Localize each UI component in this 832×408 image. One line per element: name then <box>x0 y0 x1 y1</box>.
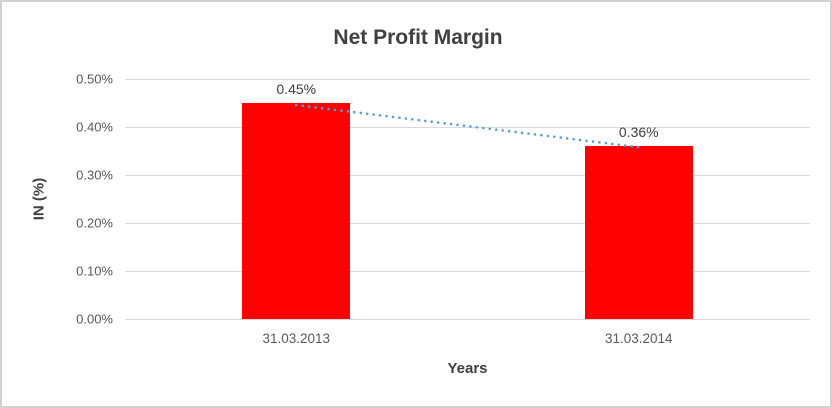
y-axis-tick-label: 0.10% <box>76 263 113 279</box>
gridline <box>125 319 810 320</box>
x-axis-title: Years <box>447 360 488 377</box>
gridline <box>125 127 810 128</box>
y-axis-tick-label: 0.00% <box>76 311 113 327</box>
y-axis-tick-label: 0.40% <box>76 119 113 135</box>
y-axis-tick-label: 0.30% <box>76 167 113 183</box>
chart-title: Net Profit Margin <box>333 26 503 49</box>
bar-data-label: 0.45% <box>276 81 317 97</box>
y-axis-tick-label: 0.20% <box>76 215 113 231</box>
bar <box>584 146 693 319</box>
bar-data-label: 0.36% <box>618 124 659 141</box>
gridline <box>125 271 810 272</box>
x-axis-category-label: 31.03.2014 <box>604 331 673 346</box>
y-axis-title: IN (%) <box>30 177 48 221</box>
gridline <box>125 223 810 224</box>
bar <box>242 103 351 319</box>
y-axis-tick-label: 0.50% <box>76 71 113 87</box>
gridline <box>125 79 810 80</box>
gridline <box>125 175 810 176</box>
x-axis-category-label: 31.03.2013 <box>262 331 331 346</box>
